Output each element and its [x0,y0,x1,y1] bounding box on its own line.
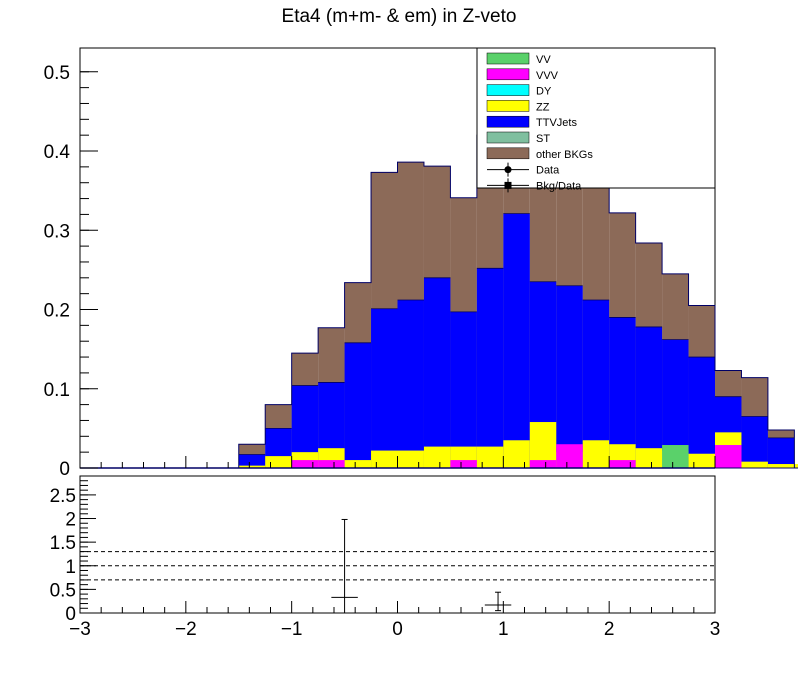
legend-label: other BKGs [536,149,593,161]
legend-marker [504,181,512,189]
ratio-y-tick-label: 2 [65,510,76,531]
ttvjets-bar [397,300,424,468]
zz-bar [688,453,715,468]
legend-swatch [486,115,530,128]
x-tick-label: −3 [69,619,91,640]
vvv-bar [609,460,636,468]
y-tick-label: 0.2 [44,301,70,322]
legend-swatch [486,147,530,160]
ttvjets-bar [476,268,504,468]
ttvjets-bar [556,285,583,468]
vv-bar [662,445,689,468]
zz-bar [503,440,530,468]
ratio-y-tick-label: 0 [65,604,76,625]
zz-bar [582,440,610,468]
y-tick-label: 0 [59,459,70,480]
ttvjets-bar [635,326,663,468]
zz-bar [371,450,398,468]
legend-label: ZZ [536,101,550,113]
ttvjets-bar [767,437,795,468]
zz-bar [397,450,424,468]
x-tick-label: −2 [175,619,197,640]
legend-label: VV [536,54,551,66]
zz-bar [476,446,504,468]
zz-bar [767,464,795,468]
ttvjets-outline [238,213,795,455]
zz-bar [423,446,451,468]
ratio-y-tick-label: 1 [65,557,76,578]
zz-bar [741,461,768,468]
vvv-bar [556,444,583,468]
legend-label: Data [536,165,560,177]
ttvjets-bar [344,342,372,468]
legend-swatch [486,52,530,65]
x-tick-label: −1 [281,619,303,640]
ttvjets-bar [741,416,768,468]
ratio-y-tick-label: 0.5 [50,580,76,601]
ttvjets-bar [423,277,451,468]
x-tick-label: 2 [604,619,615,640]
legend-swatch [486,84,530,96]
ttvjets-bar [503,213,530,468]
legend-label: TTVJets [536,117,577,129]
ttvjets-bar [582,300,610,468]
y-tick-label: 0.1 [44,380,70,401]
chart-title: Eta4 (m+m- & em) in Z-veto [281,6,517,27]
ratio-plot-area: 00.511.522.5−3 −2 −1 0 1 2 3 [50,475,721,640]
legend-label: Bkg/Data [536,180,582,192]
vvv-bar [715,445,742,468]
y-tick-label: 0.3 [44,221,70,242]
y-tick-label: 0.4 [44,142,71,163]
main-plot-area: 0 0.1 0.2 0.3 0.4 0.5 [44,47,798,480]
x-tick-label: 1 [498,619,509,640]
zz-bar [238,465,266,468]
vvv-bar [450,460,477,468]
legend-swatch [486,100,530,112]
zz-bar [794,464,798,468]
ttvjets-bar [450,311,477,468]
x-tick-label: 0 [392,619,403,640]
ratio-plot-frame [79,475,716,614]
ttvjets-bar [371,308,398,468]
legend-label: ST [536,133,550,145]
x-tick-label: 3 [710,619,721,640]
legend-marker [504,166,512,174]
ratio-y-tick-label: 2.5 [50,486,76,507]
vvv-bar [318,460,345,468]
ttvjets-bar [238,454,266,468]
ratio-y-tick-label: 1.5 [50,533,76,554]
ttvjets-bar [609,317,636,468]
legend-label: DY [536,86,552,98]
ttvjets-bar [688,357,715,468]
legend-swatch [486,131,530,144]
zz-bar [265,456,292,468]
legend-label: VVV [536,70,559,82]
zz-bar [344,460,372,468]
zz-bar [635,448,663,468]
vvv-bar [529,460,557,468]
y-tick-label: 0.5 [44,63,70,84]
vvv-bar [291,460,319,468]
legend-swatch [486,68,530,81]
